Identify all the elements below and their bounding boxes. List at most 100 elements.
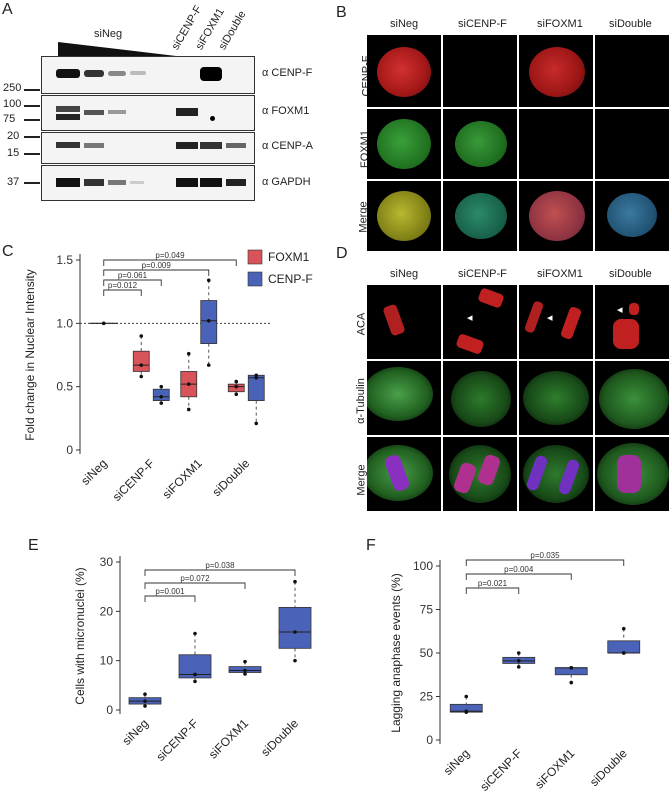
d-col-sidouble: siDouble — [609, 268, 652, 280]
d-row-merge: Merge — [355, 464, 368, 496]
dilution-wedge — [58, 42, 176, 56]
d-image-tubulin-sineg — [367, 361, 441, 435]
y-axis-label: Cells with micronuclei (%) — [73, 567, 87, 704]
f-box — [607, 640, 641, 654]
antibody-label-cenpf: α CENP-F — [262, 67, 313, 79]
cenpf-point — [254, 421, 259, 426]
foxm1-box — [132, 350, 150, 372]
foxm1-point — [139, 334, 144, 338]
d-row-aca: ACA — [355, 312, 368, 336]
cenpf-point — [206, 278, 211, 283]
antibody-label-gapdh: α GAPDH — [262, 176, 311, 188]
b-col-sidouble: siDouble — [609, 18, 652, 30]
e-box — [178, 654, 212, 679]
blot-strip-cenpa — [41, 132, 255, 164]
c-pvalue: p=0.009 — [142, 261, 172, 270]
x-tick-label: siCENP-F — [154, 716, 202, 764]
e-point — [243, 668, 247, 673]
d-image-tubulin-sifoxm1 — [519, 361, 593, 435]
y-tick-label: 30 — [100, 555, 114, 569]
f-bracket — [465, 573, 572, 580]
x-tick-label: siFOXM1 — [532, 746, 577, 791]
y-tick-label: 10 — [100, 654, 114, 668]
mw-marker-37: 37 — [7, 176, 20, 188]
b-image-foxm1-sicenpf — [443, 109, 517, 179]
d-image-aca-sifoxm1: ◂ — [519, 285, 593, 359]
c-pvalue: p=0.012 — [108, 281, 138, 290]
foxm1-point — [234, 379, 239, 384]
legend-swatch-foxm1 — [247, 249, 263, 265]
panel-letter-c: C — [2, 243, 14, 260]
c-pvalue: p=0.049 — [155, 251, 185, 260]
e-point — [143, 704, 147, 708]
sineg-point — [101, 321, 106, 326]
x-tick-label: siCENP-F — [110, 456, 158, 504]
c-bracket — [103, 259, 237, 266]
chart-f-lagging-anaphase: 0 25 50 75 100 Lagging anaphase events (%) siN… — [389, 551, 641, 794]
c-bracket — [103, 269, 210, 276]
e-pvalue: p=0.038 — [205, 561, 235, 570]
cenpf-point — [206, 363, 211, 367]
d-image-tubulin-sicenpf — [443, 361, 517, 435]
d-col-sicenpf: siCENP-F — [458, 268, 507, 280]
d-image-merge-sicenpf — [443, 437, 517, 511]
e-box — [278, 606, 312, 649]
chart-c-nuclear-intensity: 0 0.5 1.0 1.5 Fold change in Nuclear Intensi… — [23, 249, 313, 504]
f-pvalue: p=0.035 — [530, 551, 560, 560]
arrowhead-icon: ◂ — [617, 304, 623, 316]
y-tick-label: 20 — [100, 604, 114, 618]
mw-marker-100: 100 — [3, 98, 22, 110]
e-point — [143, 692, 147, 697]
foxm1-point — [186, 382, 191, 386]
blot-strip-foxm1 — [41, 95, 255, 131]
x-tick-label: siCENP-F — [477, 746, 525, 794]
x-tick-label: siNeg — [120, 716, 152, 748]
cenpf-box — [152, 388, 170, 401]
d-image-aca-sidouble: ◂ — [595, 285, 669, 359]
d-image-aca-sicenpf: ◂ — [443, 285, 517, 359]
lane-label-sineg: siNeg — [94, 28, 123, 40]
e-pvalue: p=0.001 — [155, 587, 185, 596]
y-tick-label: 1.5 — [56, 253, 73, 267]
d-image-merge-sifoxm1 — [519, 437, 593, 511]
f-point — [464, 694, 469, 699]
b-col-sineg: siNeg — [390, 18, 419, 30]
mw-marker-75: 75 — [3, 113, 16, 125]
cenpf-point — [206, 319, 211, 323]
y-tick-label: 100 — [413, 559, 433, 573]
cenpf-point — [254, 373, 259, 378]
y-axis-label: Lagging anaphase events (%) — [389, 573, 403, 732]
e-pvalue: p=0.072 — [180, 574, 210, 583]
y-tick-label: 1.0 — [56, 316, 73, 330]
f-point — [569, 680, 574, 685]
f-bracket — [465, 559, 625, 566]
f-point — [621, 626, 626, 631]
b-image-cenpf-sineg — [367, 35, 441, 107]
b-image-cenpf-sidouble — [595, 35, 669, 107]
x-tick-label: siDouble — [209, 456, 252, 499]
b-image-cenpf-sifoxm1 — [519, 35, 593, 107]
c-bracket — [103, 279, 162, 286]
x-tick-label: siNeg — [441, 746, 473, 778]
blot-strip-cenpf — [41, 56, 255, 94]
d-image-tubulin-sidouble — [595, 361, 669, 435]
cenpf-point — [159, 401, 164, 405]
b-col-sifoxm1: siFOXM1 — [537, 18, 583, 30]
panel-letter-f: F — [366, 537, 376, 554]
e-bracket — [144, 569, 296, 576]
foxm1-point — [186, 351, 191, 356]
c-bracket — [103, 289, 142, 296]
f-point — [516, 659, 521, 663]
y-tick-label: 0 — [426, 733, 433, 747]
x-tick-label: siNeg — [78, 456, 110, 488]
f-point — [621, 651, 626, 655]
e-point — [293, 630, 297, 634]
e-point — [293, 658, 297, 663]
antibody-label-foxm1: α FOXM1 — [262, 105, 310, 117]
e-point — [193, 679, 197, 684]
e-point — [243, 672, 247, 676]
e-point — [193, 672, 197, 677]
panel-letter-a: A — [2, 1, 13, 18]
foxm1-point — [234, 392, 239, 397]
